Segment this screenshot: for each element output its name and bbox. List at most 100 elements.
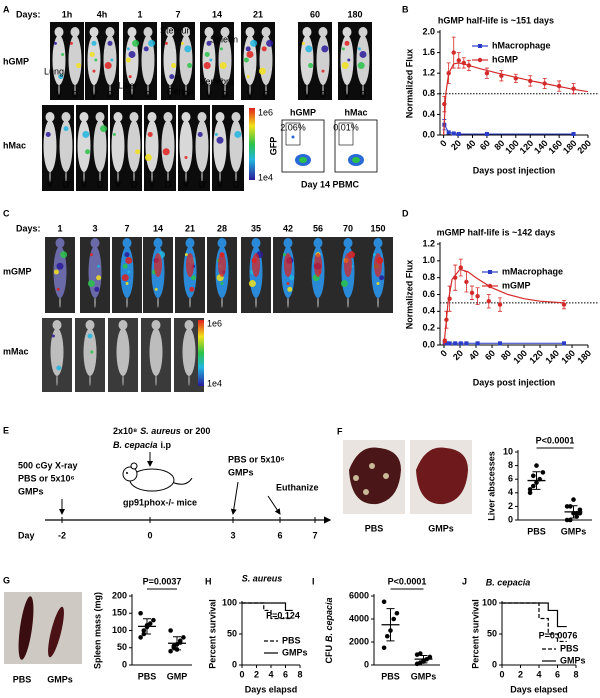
x-axis-label: Days elapsd [245,684,298,694]
mouse-head [342,27,352,37]
mouse-body [103,35,117,85]
mouse-head [313,238,323,248]
mouse-tail [151,170,153,182]
signal [209,58,213,62]
data-point [447,341,452,346]
x-tick-label: 160 [559,348,577,366]
y-tick-label: 0.8 [422,88,435,98]
data-point [446,130,451,135]
x-axis-label: Days post injection [473,165,556,175]
panel-label: H [205,576,212,586]
signal [76,63,82,69]
view-label: D [165,179,172,189]
x-tick-label: 2 [518,669,523,679]
mouse-body [93,120,107,172]
legend-marker [478,44,482,48]
day-label: Day [18,530,35,540]
data-point [475,341,480,346]
mouse-head [245,27,255,37]
view-label: V [129,89,135,99]
signal [135,149,141,155]
data-point [466,63,472,68]
mouse-body [83,328,97,376]
day-label: 1 [137,9,142,19]
mouse-head [204,27,214,37]
signal [191,275,197,281]
mouse-tail [49,170,51,182]
mouse-tail [157,296,159,308]
signal [51,334,55,338]
mouse-head [302,27,312,37]
signal [56,365,62,371]
chart-title: mGMP half-life is ~142 days [437,227,556,237]
data-point [564,504,570,509]
data-point [571,497,576,502]
mouse-tail [377,296,379,308]
data-point [171,643,177,649]
signal [250,39,258,47]
mouse-head [54,27,64,37]
signal [128,50,136,58]
signal [89,253,93,257]
data-point [444,317,449,322]
flow-cloud [299,157,307,163]
mouse-head [261,27,271,37]
infection-part: 2x10⁸ [113,426,137,436]
mouse-head [217,238,227,248]
data-point [381,645,387,651]
day-label: 56 [313,223,323,233]
flow-gate-label: 0.01% [333,122,359,132]
mouse-tail [99,170,101,182]
data-point [571,131,576,136]
mouse-head [185,238,195,248]
data-point [561,302,567,307]
pointer [230,481,239,515]
mouse-head [358,27,368,37]
mouse-body [229,120,243,172]
fit-curve [443,268,565,346]
signal [164,41,168,45]
y-tick-label: 10 [503,446,513,456]
mouse-tail [74,83,76,95]
y-tick-label: 6 [508,474,513,484]
signal [266,39,274,47]
signal [379,275,385,281]
data-point [542,81,547,86]
mouse-body [50,328,64,376]
panel-label: A [3,4,10,14]
signal [234,130,242,138]
y-tick-label: 2.0 [422,26,435,36]
pretreatment-text: 500 cGy X-ray [18,460,78,470]
data-point [484,71,490,76]
flow-cloud [291,135,295,139]
signal [372,253,376,257]
signal [219,47,223,51]
view-label: D [97,179,104,189]
mouse-head [318,27,328,37]
signal [282,253,286,257]
mouse-tail [322,83,324,95]
day-label: 1 [57,223,62,233]
day-label: 70 [343,223,353,233]
pretreatment-text: GMPs [18,486,44,496]
x-tick-label: GMPs [561,526,587,536]
data-point [418,651,423,656]
mouse-body [116,328,130,376]
x-tick-label: 8 [573,669,578,679]
signal [128,75,132,79]
data-point [531,473,536,479]
colorbar-label: 1e4 [258,172,273,182]
colorbar [249,108,255,180]
mouse-body [52,35,66,85]
photo [4,592,82,664]
signal [154,253,162,277]
y-tick-label: 0.4 [422,109,435,119]
y-tick-label: 8 [508,460,513,470]
sd-bar [419,654,428,664]
signal [184,253,188,257]
infection-part: i.p [161,440,172,450]
data-point [394,610,400,616]
photo-label: GMPs [428,523,454,533]
y-tick-label: 100 [482,597,497,607]
